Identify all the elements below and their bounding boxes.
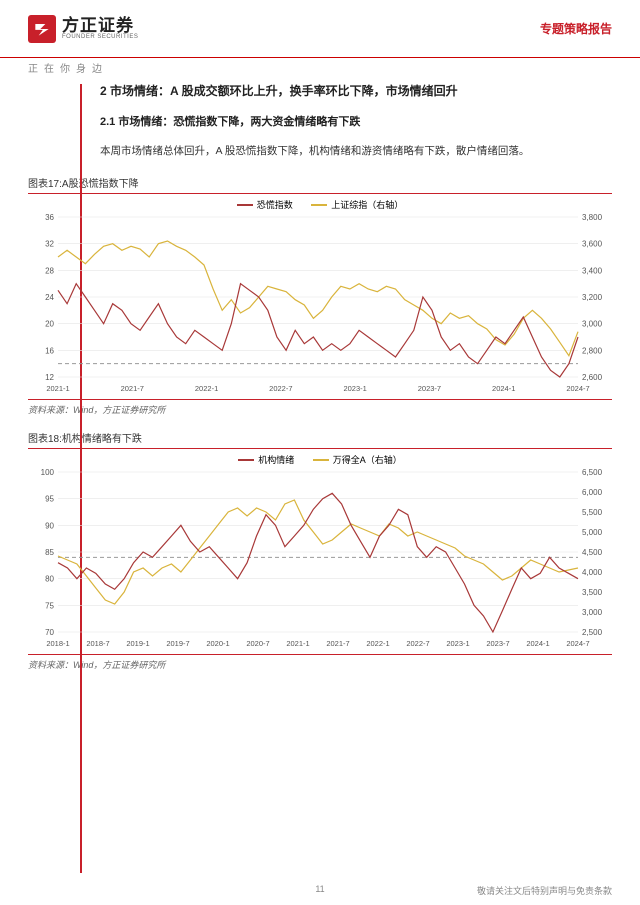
svg-text:2020-7: 2020-7: [246, 639, 269, 648]
page-header: 方正证券 FOUNDER SECURITIES 专题策略报告: [0, 0, 640, 58]
logo-icon: [28, 15, 56, 43]
fig18-legend-yellow: 万得全A（右轴）: [313, 455, 402, 465]
page-footer: 11 敬请关注文后特别声明与免责条款: [0, 884, 640, 897]
svg-text:2021-1: 2021-1: [286, 639, 309, 648]
svg-text:2024-1: 2024-1: [492, 384, 515, 393]
logo: 方正证券 FOUNDER SECURITIES: [28, 15, 138, 43]
fig18-source: 资料来源：Wind，方正证券研究所: [28, 654, 612, 671]
svg-text:20: 20: [45, 320, 54, 329]
fig17-chart: 12 16 20 24 28 32 36 2,600 2,800 3,000 3,200 3,400 3…: [28, 211, 612, 397]
svg-text:6,500: 6,500: [582, 468, 603, 477]
fig18-label: 图表18:机构情绪略有下跌: [28, 430, 612, 449]
logo-text-en: FOUNDER SECURITIES: [62, 34, 138, 40]
fig17-label: 图表17:A股恐慌指数下降: [28, 175, 612, 194]
svg-text:95: 95: [45, 495, 54, 504]
svg-text:85: 85: [45, 548, 54, 557]
fig18-legend: 机构情绪 万得全A（右轴）: [28, 453, 612, 466]
svg-text:36: 36: [45, 213, 54, 222]
svg-text:2,600: 2,600: [582, 373, 603, 382]
svg-text:4,000: 4,000: [582, 568, 603, 577]
body-paragraph: 本周市场情绪总体回升，A 股恐慌指数下降，机构情绪和游资情绪略有下跌，散户情绪回…: [100, 143, 612, 161]
svg-text:2022-1: 2022-1: [195, 384, 218, 393]
tagline: 正在你身边: [28, 60, 108, 75]
svg-text:32: 32: [45, 240, 54, 249]
svg-text:3,500: 3,500: [582, 588, 603, 597]
svg-text:2,500: 2,500: [582, 628, 603, 637]
svg-text:5,500: 5,500: [582, 508, 603, 517]
sub-section-title: 2.1 市场情绪：恐慌指数下降，两大资金情绪略有下跌: [100, 113, 612, 129]
svg-text:2019-7: 2019-7: [166, 639, 189, 648]
svg-text:100: 100: [41, 468, 55, 477]
svg-text:2018-1: 2018-1: [46, 639, 69, 648]
svg-text:70: 70: [45, 628, 54, 637]
svg-text:3,400: 3,400: [582, 266, 603, 275]
svg-text:2022-1: 2022-1: [366, 639, 389, 648]
svg-text:2024-7: 2024-7: [566, 639, 589, 648]
fig17-legend: 恐慌指数 上证综指（右轴）: [28, 198, 612, 211]
svg-text:5,000: 5,000: [582, 528, 603, 537]
content: 2 市场情绪：A 股成交额环比上升，换手率环比下降，市场情绪回升 2.1 市场情…: [0, 58, 640, 671]
svg-text:2,800: 2,800: [582, 346, 603, 355]
fig18-legend-red: 机构情绪: [238, 455, 294, 465]
svg-text:2019-1: 2019-1: [126, 639, 149, 648]
svg-text:2023-1: 2023-1: [343, 384, 366, 393]
svg-text:2021-7: 2021-7: [326, 639, 349, 648]
doc-type: 专题策略报告: [540, 20, 612, 37]
svg-text:6,000: 6,000: [582, 488, 603, 497]
logo-text-cn: 方正证券: [62, 17, 138, 34]
svg-text:2023-7: 2023-7: [418, 384, 441, 393]
svg-text:2024-1: 2024-1: [526, 639, 549, 648]
svg-text:2024-7: 2024-7: [566, 384, 589, 393]
svg-text:16: 16: [45, 346, 54, 355]
svg-text:2022-7: 2022-7: [406, 639, 429, 648]
svg-text:2021-1: 2021-1: [46, 384, 69, 393]
section-title: 2 市场情绪：A 股成交额环比上升，换手率环比下降，市场情绪回升: [100, 82, 612, 99]
svg-text:2018-7: 2018-7: [86, 639, 109, 648]
fig17-legend-red: 恐慌指数: [237, 200, 293, 210]
svg-text:24: 24: [45, 293, 54, 302]
svg-text:3,000: 3,000: [582, 320, 603, 329]
page-number: 11: [315, 884, 324, 894]
svg-text:80: 80: [45, 575, 54, 584]
svg-text:2022-7: 2022-7: [269, 384, 292, 393]
svg-text:90: 90: [45, 521, 54, 530]
svg-text:4,500: 4,500: [582, 548, 603, 557]
svg-text:2023-1: 2023-1: [446, 639, 469, 648]
svg-text:12: 12: [45, 373, 54, 382]
svg-text:28: 28: [45, 266, 54, 275]
footer-disclaimer: 敬请关注文后特别声明与免责条款: [477, 884, 612, 897]
svg-text:2021-7: 2021-7: [121, 384, 144, 393]
svg-text:75: 75: [45, 601, 54, 610]
svg-text:3,000: 3,000: [582, 608, 603, 617]
svg-text:3,600: 3,600: [582, 240, 603, 249]
fig17-legend-yellow: 上证综指（右轴）: [311, 200, 403, 210]
svg-text:3,800: 3,800: [582, 213, 603, 222]
svg-text:2023-7: 2023-7: [486, 639, 509, 648]
svg-text:2020-1: 2020-1: [206, 639, 229, 648]
fig18-chart: 70 75 80 85 90 95 100 2,500 3,000 3,500 4,000 4,500…: [28, 466, 612, 652]
svg-text:3,200: 3,200: [582, 293, 603, 302]
fig17-source: 资料来源：Wind，方正证券研究所: [28, 399, 612, 416]
